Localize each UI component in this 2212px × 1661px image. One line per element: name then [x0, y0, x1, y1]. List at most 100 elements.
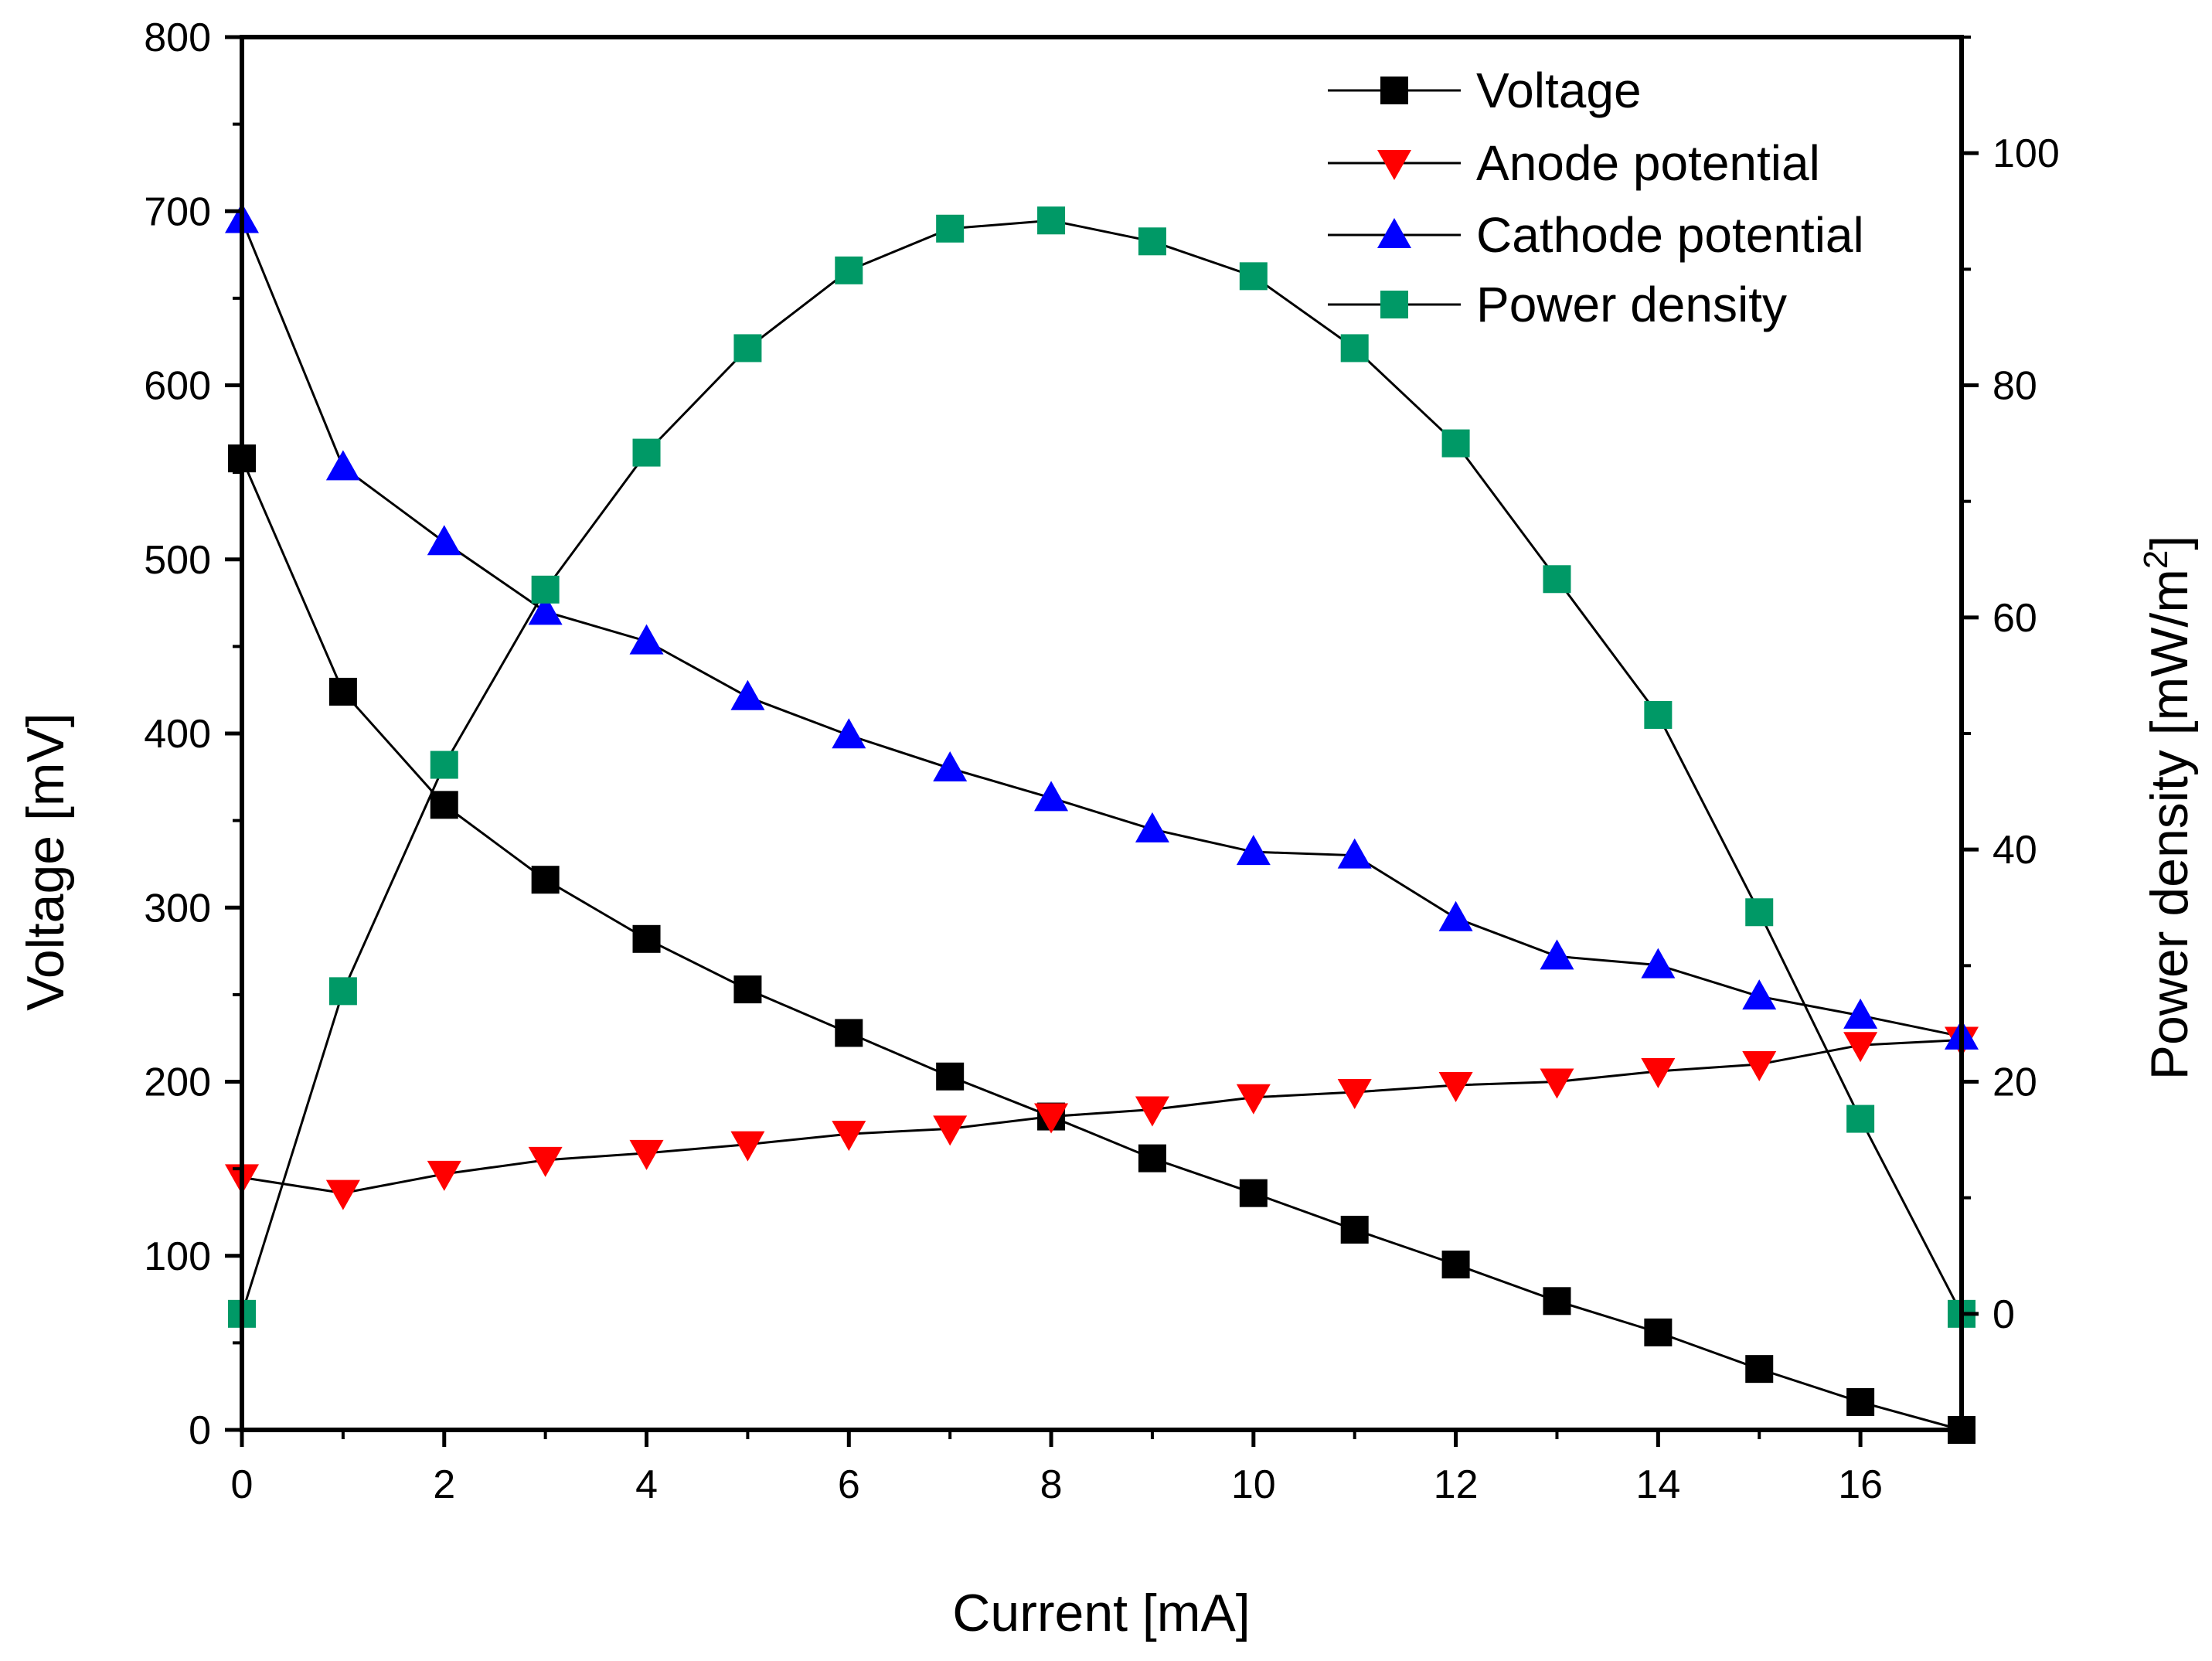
y-tick-label: 700: [144, 189, 211, 234]
y-tick-label: 400: [144, 712, 211, 757]
anode-potential-point: [1236, 1084, 1271, 1115]
y-tick-label: 300: [144, 886, 211, 931]
cathode-potential-point: [427, 525, 461, 556]
legend-marker-voltage: [1380, 77, 1408, 104]
voltage-point: [328, 677, 357, 706]
cathode-potential-point: [1236, 835, 1271, 866]
cathode-potential-point: [528, 594, 563, 625]
power-density-point: [1543, 565, 1571, 594]
anode-potential-point: [1843, 1032, 1878, 1063]
cathode-potential-point: [1843, 998, 1878, 1029]
power-density-point: [1441, 429, 1470, 458]
y-tick-label: 600: [144, 364, 211, 409]
power-density-point: [733, 334, 762, 362]
x-tick-label: 8: [1040, 1462, 1063, 1507]
legend-marker-power-density: [1380, 291, 1408, 318]
voltage-point: [1644, 1318, 1673, 1346]
anode-potential-point: [933, 1115, 968, 1146]
anode-potential-point: [629, 1139, 664, 1170]
anode-potential-point: [1641, 1057, 1676, 1088]
x-tick-label: 10: [1231, 1462, 1276, 1507]
anode-potential-point: [1135, 1096, 1169, 1127]
x-tick-label: 4: [635, 1462, 658, 1507]
legend-marker-anode-potential: [1377, 150, 1411, 180]
power-density-point: [328, 977, 357, 1006]
cathode-potential-point: [1742, 979, 1777, 1010]
cathode-potential-point: [1438, 900, 1473, 931]
anode-potential-point: [1438, 1072, 1473, 1103]
power-density-point: [1846, 1104, 1875, 1133]
anode-potential-point: [427, 1160, 461, 1191]
legend-label-cathode-potential: Cathode potential: [1476, 207, 1864, 263]
anode-potential-point: [528, 1146, 563, 1177]
voltage-point: [936, 1062, 965, 1091]
voltage-point: [1441, 1251, 1470, 1279]
cathode-potential-point: [1337, 838, 1372, 869]
voltage-point: [835, 1019, 863, 1047]
y2-tick-label: 60: [1993, 596, 2037, 641]
voltage-point: [430, 791, 458, 819]
x-tick-label: 2: [433, 1462, 455, 1507]
y-tick-label: 500: [144, 538, 211, 583]
cathode-potential-point: [832, 718, 866, 749]
y-tick-label: 200: [144, 1060, 211, 1105]
cathode-potential-point: [933, 751, 968, 782]
x-tick-label: 12: [1434, 1462, 1479, 1507]
power-density-point: [835, 256, 863, 284]
anode-potential-point: [325, 1179, 360, 1210]
voltage-point: [531, 866, 560, 894]
anode-potential-line: [241, 1038, 1962, 1195]
y-tick-label: 0: [189, 1408, 211, 1453]
series-markers: [225, 203, 1979, 1444]
voltage-point: [1138, 1144, 1166, 1173]
anode-potential-point: [730, 1131, 765, 1162]
power-density-point: [1340, 334, 1369, 362]
power-density-point: [430, 751, 458, 779]
anode-potential-point: [1337, 1079, 1372, 1110]
cathode-potential-point: [1540, 939, 1574, 970]
voltage-point: [632, 924, 661, 953]
x-tick-label: 0: [231, 1462, 254, 1507]
voltage-line: [240, 458, 1962, 1431]
cathode-potential-point: [730, 679, 765, 710]
voltage-point: [733, 975, 762, 1004]
y2-tick-label: 100: [1993, 131, 2060, 176]
x-tick-label: 14: [1635, 1462, 1680, 1507]
power-density-point: [1138, 227, 1166, 256]
power-density-point: [632, 438, 661, 467]
legend: Voltage Anode potential Cathode potential P…: [1328, 63, 1864, 332]
power-density-point: [1644, 700, 1673, 729]
power-density-point: [531, 575, 560, 604]
anode-potential-point: [1540, 1068, 1574, 1099]
axis-ticks: [225, 35, 1979, 1447]
voltage-point: [1846, 1387, 1875, 1416]
y2-tick-label: 0: [1993, 1292, 2015, 1337]
power-density-point: [936, 214, 965, 243]
cathode-potential-point: [1034, 781, 1069, 812]
voltage-point: [1745, 1355, 1774, 1384]
legend-marker-cathode-potential: [1377, 218, 1411, 248]
voltage-point: [1543, 1287, 1571, 1316]
power-density-point: [1745, 898, 1774, 927]
legend-label-power-density: Power density: [1476, 277, 1787, 332]
voltage-point: [1239, 1179, 1268, 1207]
power-density-point: [1239, 262, 1268, 291]
series-lines: [240, 219, 1963, 1431]
y2-tick-label: 80: [1993, 364, 2037, 409]
y-tick-label: 800: [144, 15, 211, 60]
y2-tick-label: 40: [1993, 828, 2037, 873]
x-axis-title: Current [mA]: [952, 1584, 1250, 1642]
y-axis-title: Voltage [mV]: [16, 713, 75, 1011]
power-density-line: [240, 219, 1963, 1315]
anode-potential-point: [1742, 1050, 1777, 1081]
cathode-potential-point: [1135, 812, 1169, 842]
cathode-potential-point: [629, 624, 664, 655]
power-density-point: [1037, 206, 1066, 235]
axis-tick-labels: 0 2 4 6 8 10 12 14 16 0 100 200 300 400 500 600 700 800 0 2…: [144, 15, 2060, 1507]
cathode-potential-line: [240, 219, 1962, 1038]
y2-tick-label: 20: [1993, 1060, 2037, 1105]
anode-potential-point: [1034, 1103, 1069, 1134]
y-tick-label: 100: [144, 1234, 211, 1279]
x-tick-label: 16: [1838, 1462, 1883, 1507]
